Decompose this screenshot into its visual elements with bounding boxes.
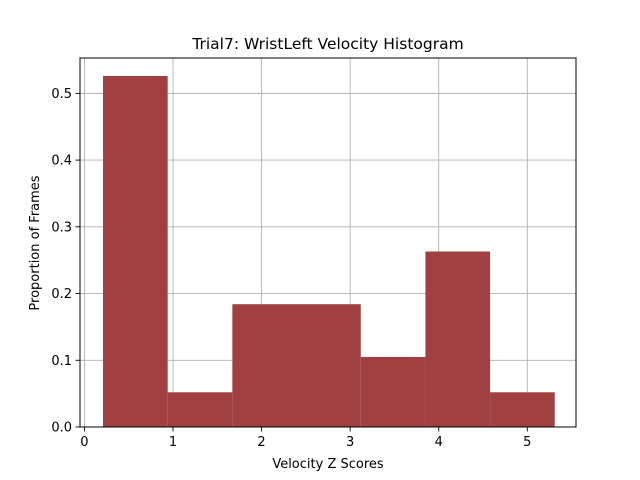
- histogram-bar-3: [232, 304, 297, 427]
- y-tick-label: 0.2: [51, 287, 72, 302]
- histogram-bar-5: [360, 356, 426, 427]
- chart-title: Trial7: WristLeft Velocity Histogram: [191, 35, 463, 53]
- histogram-bar-4: [297, 304, 361, 427]
- y-tick-label: 0.0: [51, 421, 72, 436]
- x-tick-label: 1: [169, 435, 177, 450]
- y-tick-label: 0.3: [51, 220, 72, 235]
- y-axis-ticks: 0.0 0.1 0.2 0.3 0.4 0.5: [51, 87, 80, 436]
- histogram-bar-2: [167, 392, 233, 427]
- x-tick-label: 5: [523, 435, 531, 450]
- x-tick-label: 2: [257, 435, 265, 450]
- histogram-bar-7: [490, 392, 555, 427]
- plot-frame: [79, 57, 577, 428]
- x-tick-label: 0: [80, 435, 88, 450]
- x-axis-label: Velocity Z Scores: [272, 457, 384, 472]
- y-tick-label: 0.4: [51, 154, 72, 169]
- y-axis-label: Proportion of Frames: [28, 175, 43, 310]
- x-tick-label: 4: [435, 435, 443, 450]
- y-tick-label: 0.1: [51, 354, 72, 369]
- bars: [103, 76, 555, 428]
- y-tick-label: 0.5: [51, 87, 72, 102]
- x-axis-ticks: 0 1 2 3 4 5: [80, 427, 531, 450]
- histogram-bar-1: [103, 76, 168, 428]
- histogram-bar-6: [425, 251, 491, 427]
- x-tick-label: 3: [346, 435, 354, 450]
